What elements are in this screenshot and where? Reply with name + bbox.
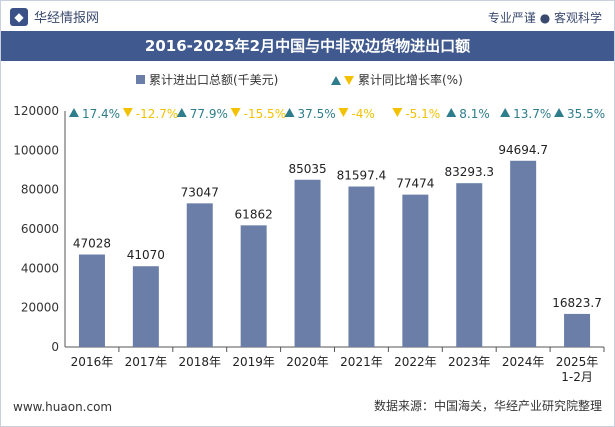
y-tick-label: 40000 (21, 261, 59, 275)
bar-value-label: 83293.3 (444, 165, 494, 179)
x-tick-label: 2019年 (232, 355, 275, 369)
growth-down-marker (338, 108, 349, 117)
bar (564, 313, 591, 347)
y-tick-label: 80000 (21, 183, 59, 197)
brand-name: 华经情报网 (34, 11, 100, 26)
y-tick-label: 60000 (21, 222, 59, 236)
bar (132, 266, 159, 347)
growth-label: 8.1% (459, 107, 490, 121)
brand: ◆ 华经情报网 (10, 7, 99, 26)
growth-label: 35.5% (567, 107, 605, 121)
bar-value-label: 41070 (127, 248, 165, 262)
top-bar: ◆ 华经情报网 专业严谨 ● 客观科学 (1, 1, 614, 31)
bar (294, 179, 321, 347)
bar (78, 254, 105, 347)
bar (510, 160, 537, 347)
chart-title: 2016-2025年2月中国与中非双边货物进出口额 (1, 31, 614, 61)
growth-down-marker (122, 108, 133, 117)
bar (186, 203, 213, 347)
bar-value-label: 61862 (235, 207, 273, 221)
legend-up-marker (331, 76, 341, 85)
bar-chart: 累计进出口总额(千美元) 累计同比增长率(%) 0 20000 40000 60000 80… (13, 72, 605, 384)
growth-up-marker (554, 108, 565, 117)
y-tick-label: 100000 (13, 143, 59, 157)
x-tick-label: 1-2月 (561, 370, 593, 384)
bar-value-label: 85035 (288, 162, 326, 176)
tagline: 专业严谨 ● 客观科学 (487, 11, 602, 25)
x-tick-label: 2023年 (448, 355, 491, 369)
growth-label: -15.5% (244, 107, 286, 121)
x-tick-label: 2018年 (178, 355, 221, 369)
x-tick-label: 2016年 (71, 355, 114, 369)
bar-value-label: 16823.7 (552, 296, 602, 310)
x-tick-label: 2025年 (556, 355, 599, 369)
logo-icon: ◆ (10, 7, 28, 26)
growth-up-marker (446, 108, 457, 117)
growth-label: -12.7% (136, 107, 178, 121)
bar-value-label: 94694.7 (498, 143, 548, 157)
y-tick-label: 20000 (21, 301, 59, 315)
bar (240, 225, 267, 347)
growth-label: 77.9% (190, 107, 228, 121)
bar-value-label: 47028 (73, 237, 111, 251)
growth-label: -4% (351, 107, 374, 121)
bar (348, 186, 375, 347)
bar-value-label: 77474 (396, 177, 434, 191)
legend-label-growth: 累计同比增长率(%) (358, 72, 463, 87)
y-tick-label: 0 (51, 340, 59, 354)
growth-down-marker (392, 108, 403, 117)
bar-value-label: 81597.4 (337, 169, 387, 183)
growth-up-marker (68, 108, 79, 117)
x-tick-label: 2021年 (340, 355, 383, 369)
growth-up-marker (284, 108, 295, 117)
bar-value-label: 73047 (181, 185, 219, 199)
data-source: 数据来源：中国海关，华经产业研究院整理 (373, 399, 602, 413)
x-tick-label: 2022年 (394, 355, 437, 369)
growth-label: 13.7% (513, 107, 551, 121)
x-tick-label: 2020年 (286, 355, 329, 369)
growth-label: 17.4% (82, 107, 120, 121)
growth-up-marker (500, 108, 511, 117)
growth-down-marker (230, 108, 241, 117)
y-tick-label: 120000 (13, 104, 59, 118)
growth-label: 37.5% (298, 107, 336, 121)
bar (402, 194, 429, 347)
growth-up-marker (176, 108, 187, 117)
legend-down-marker (344, 76, 354, 85)
legend-label-total: 累计进出口总额(千美元) (149, 73, 278, 87)
bar (456, 183, 483, 347)
x-tick-label: 2024年 (502, 355, 545, 369)
x-tick-label: 2017年 (125, 355, 168, 369)
legend-swatch-total (136, 75, 145, 84)
website-link[interactable]: www.huaon.com (13, 400, 113, 414)
growth-label: -5.1% (405, 107, 440, 121)
